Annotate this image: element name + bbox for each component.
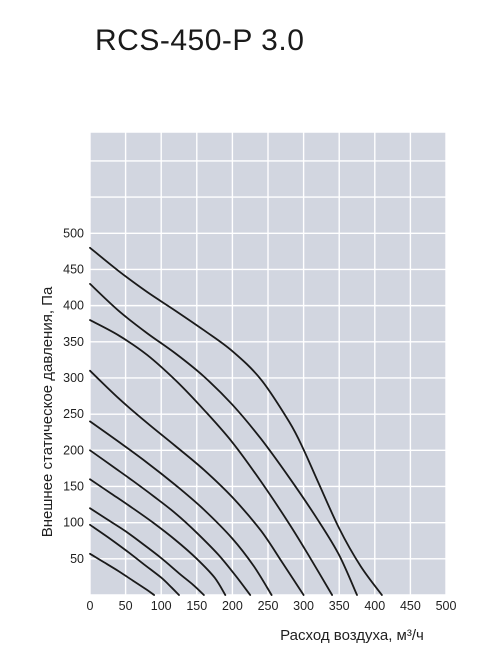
y-tick-label: 300 <box>63 371 84 385</box>
x-tick-label: 300 <box>293 599 314 613</box>
y-tick-label: 250 <box>63 407 84 421</box>
x-tick-label: 500 <box>436 599 457 613</box>
performance-curve-4 <box>89 478 227 596</box>
y-tick-label: 450 <box>63 262 84 276</box>
performance-curve-6 <box>89 420 273 596</box>
y-tick-label: 150 <box>63 479 84 493</box>
x-tick-label: 250 <box>258 599 279 613</box>
y-axis-label: Внешнее статическое давления, Па <box>39 286 56 537</box>
y-tick-label: 350 <box>63 335 84 349</box>
y-tick-label: 400 <box>63 299 84 313</box>
x-tick-label: 400 <box>364 599 385 613</box>
x-axis-label: Расход воздуха, м³/ч <box>280 627 424 644</box>
x-tick-label: 200 <box>222 599 243 613</box>
performance-curve-5 <box>89 449 252 596</box>
y-tick-label: 200 <box>63 443 84 457</box>
x-tick-label: 350 <box>329 599 350 613</box>
performance-curve-7 <box>89 369 305 596</box>
y-tick-label: 100 <box>63 516 84 530</box>
performance-curve-3 <box>89 507 205 596</box>
x-tick-label: 450 <box>400 599 421 613</box>
x-tick-label: 50 <box>119 599 133 613</box>
performance-curve-1 <box>89 552 155 596</box>
y-tick-label: 500 <box>63 226 84 240</box>
performance-curve-8 <box>89 319 333 596</box>
x-tick-label: 100 <box>151 599 172 613</box>
x-tick-label: 150 <box>186 599 207 613</box>
performance-curve-10 <box>89 246 383 596</box>
y-tick-label: 50 <box>70 552 84 566</box>
x-tick-label: 0 <box>87 599 94 613</box>
chart-title: RCS-450-P 3.0 <box>95 24 305 57</box>
performance-curve-2 <box>89 523 180 596</box>
performance-curve-9 <box>89 283 358 596</box>
